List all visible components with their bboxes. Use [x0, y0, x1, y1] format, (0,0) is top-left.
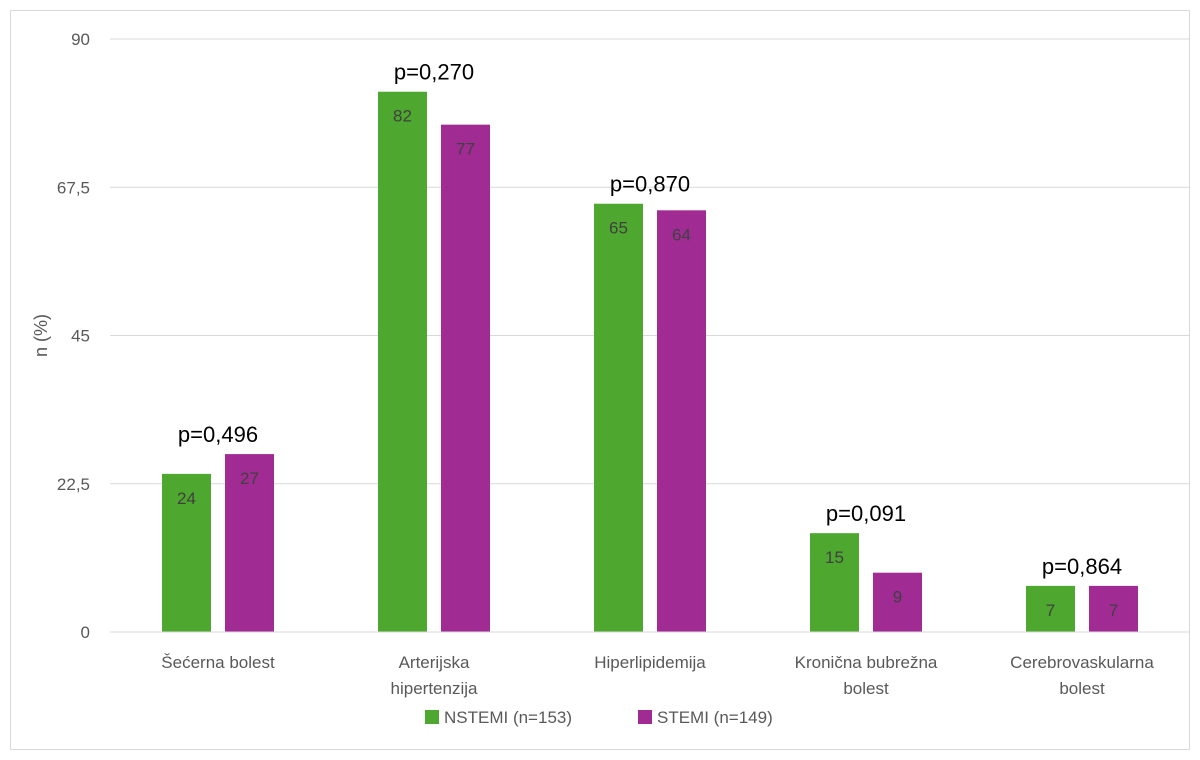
data-label: 7 [1046, 601, 1055, 620]
bar [162, 473, 211, 632]
data-label: 9 [893, 588, 902, 607]
p-value-annotation: p=0,870 [610, 172, 690, 197]
y-tick-label: 67,5 [57, 178, 90, 197]
y-tick-label: 90 [71, 30, 90, 49]
x-tick-label: Kronična bubrežna [795, 653, 938, 672]
data-label: 24 [177, 489, 196, 508]
bar [1089, 585, 1138, 632]
data-label: 64 [672, 225, 691, 244]
bar [873, 572, 922, 632]
bar [441, 124, 490, 633]
p-value-annotation: p=0,864 [1042, 554, 1122, 579]
x-tick-label: hipertenzija [391, 679, 478, 698]
y-axis-label: n (%) [31, 314, 51, 357]
x-tick-label: bolest [1059, 679, 1105, 698]
data-label: 27 [240, 469, 259, 488]
legend-label: STEMI (n=149) [657, 708, 773, 727]
bar [225, 454, 274, 632]
x-tick-label: Hiperlipidemija [594, 653, 706, 672]
x-tick-label: Arterijska [399, 653, 470, 672]
legend-swatch [638, 710, 652, 724]
x-tick-label: bolest [843, 679, 889, 698]
y-tick-label: 22,5 [57, 475, 90, 494]
bar [657, 210, 706, 633]
data-label: 15 [825, 548, 844, 567]
x-tick-label: Cerebrovaskularna [1010, 653, 1154, 672]
p-value-annotation: p=0,091 [826, 501, 906, 526]
bar [810, 533, 859, 632]
y-tick-label: 0 [81, 623, 90, 642]
x-tick-label: Šećerna bolest [161, 653, 275, 672]
bar [378, 91, 427, 632]
data-label: 82 [393, 107, 412, 126]
p-value-annotation: p=0,270 [394, 60, 474, 85]
y-tick-label: 45 [71, 327, 90, 346]
bar [1026, 585, 1075, 632]
data-label: 65 [609, 219, 628, 238]
legend-label: NSTEMI (n=153) [444, 708, 572, 727]
p-value-annotation: p=0,496 [178, 422, 258, 447]
data-label: 77 [456, 140, 475, 159]
legend-swatch [425, 710, 439, 724]
bar [594, 203, 643, 632]
data-label: 7 [1109, 601, 1118, 620]
